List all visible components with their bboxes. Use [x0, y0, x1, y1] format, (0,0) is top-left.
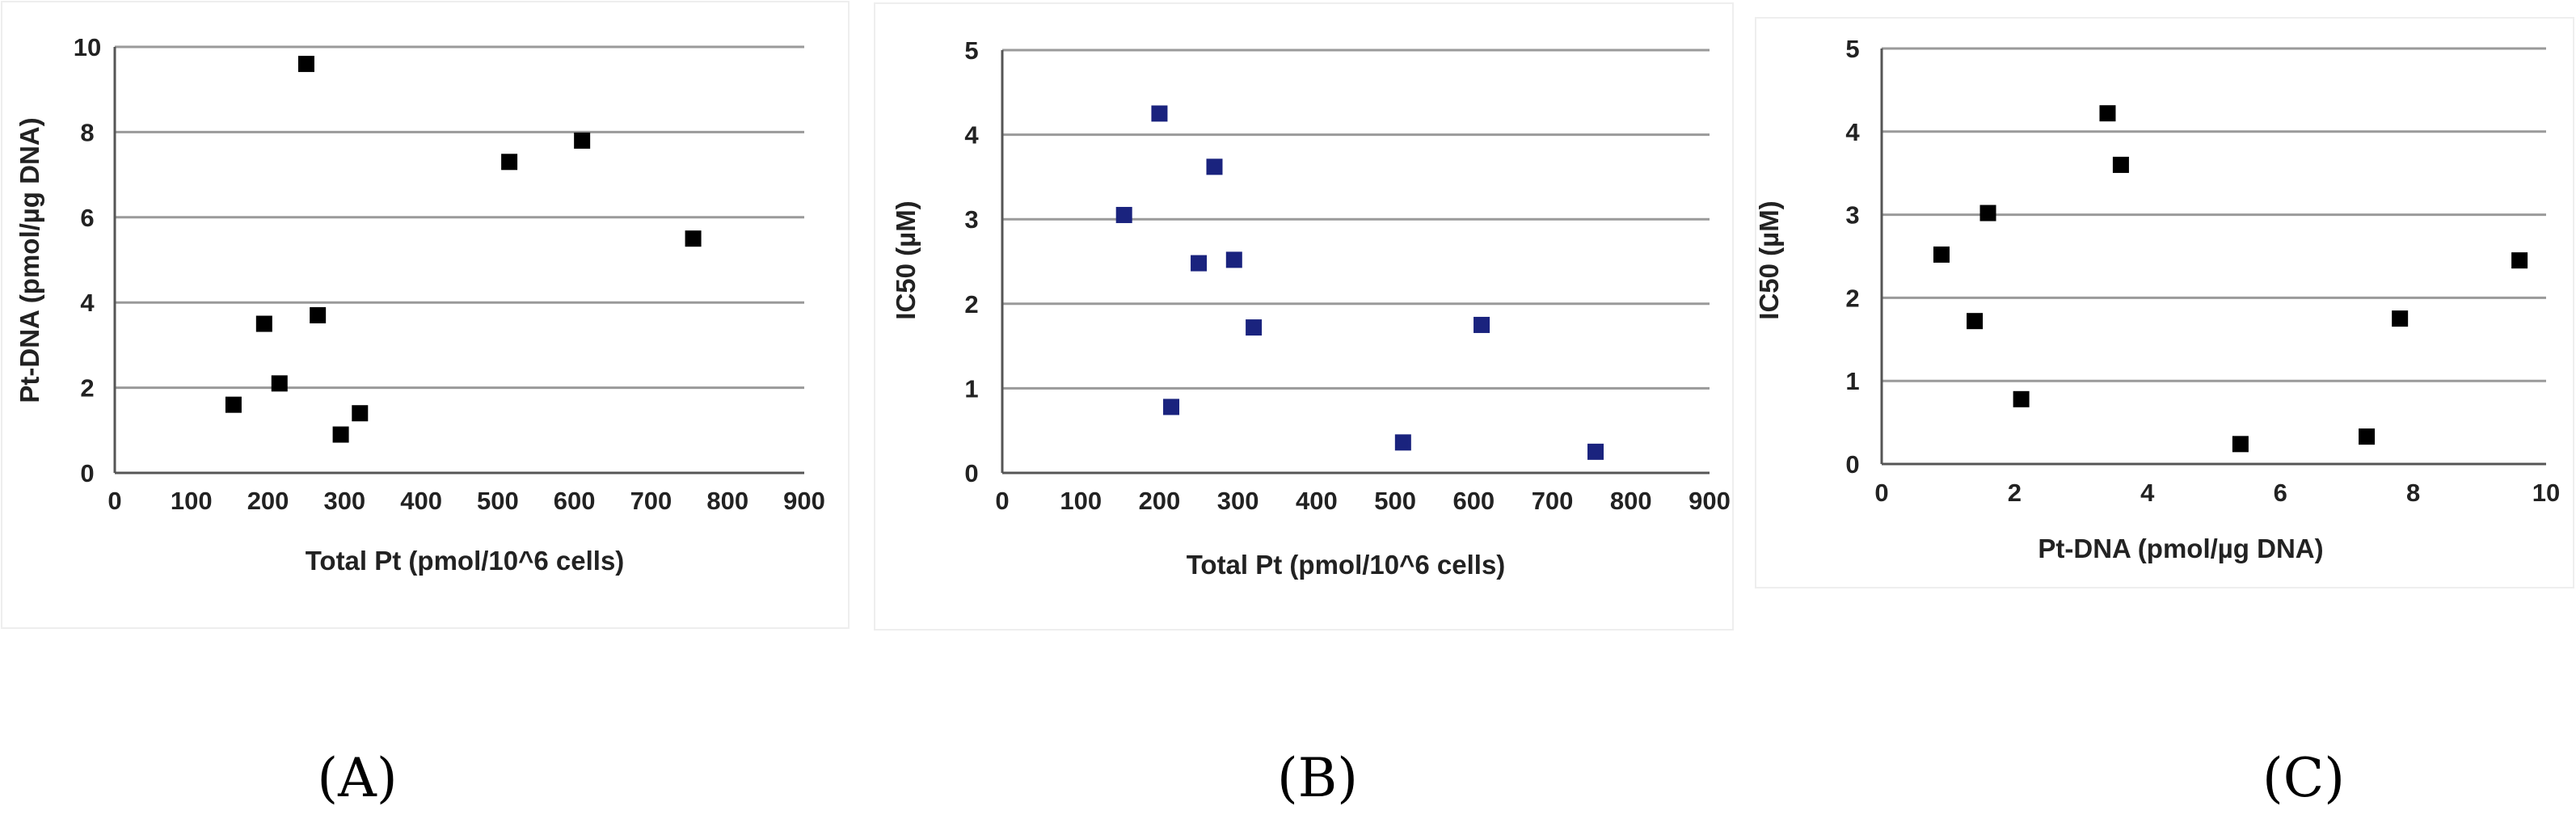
data-point — [2392, 310, 2409, 327]
x-tick-label: 600 — [554, 487, 596, 515]
y-tick-label: 2 — [964, 290, 978, 318]
data-point — [352, 405, 369, 422]
x-tick-label: 8 — [2406, 479, 2420, 507]
y-tick-label: 8 — [80, 118, 94, 146]
x-tick-label: 500 — [1374, 487, 1416, 515]
x-tick-label: 500 — [477, 487, 519, 515]
data-point — [255, 315, 272, 332]
y-tick-label: 4 — [964, 121, 979, 150]
y-tick-label: 5 — [964, 36, 978, 65]
y-tick-label: 3 — [964, 205, 978, 234]
y-tick-label: 10 — [74, 33, 101, 61]
data-point — [1394, 434, 1411, 451]
data-point — [1191, 255, 1208, 272]
y-tick-label: 6 — [80, 204, 94, 232]
x-tick-label: 700 — [630, 487, 672, 515]
x-tick-label: 900 — [1689, 487, 1731, 515]
data-point — [2013, 390, 2030, 407]
data-point — [310, 307, 327, 324]
x-axis-title: Pt-DNA (pmol/µg DNA) — [2038, 534, 2323, 563]
chart-panel-b: 0 1 2 3 4 5 0 100 200 300 400 500 600 700 800 900 Total … — [891, 36, 1731, 580]
panel-label-a: (A) — [317, 747, 397, 809]
x-tick-label: 400 — [1296, 487, 1338, 515]
y-tick-label: 4 — [1845, 118, 1860, 146]
x-tick-label: 400 — [400, 487, 442, 515]
data-point — [1474, 316, 1490, 333]
x-tick-label: 100 — [171, 487, 213, 515]
x-tick-label: 2 — [2008, 479, 2022, 507]
y-tick-label: 1 — [1845, 367, 1859, 395]
x-tick-label: 0 — [995, 487, 1009, 515]
data-point — [2511, 252, 2528, 269]
data-point — [1225, 251, 1242, 268]
panel-b-frame — [874, 2, 1734, 631]
data-point — [1115, 206, 1132, 223]
data-point — [574, 132, 591, 149]
data-point — [501, 154, 518, 171]
panel-label-b: (B) — [1277, 747, 1358, 809]
x-tick-label: 4 — [2140, 479, 2155, 507]
data-point — [271, 375, 288, 392]
y-tick-label: 0 — [80, 459, 94, 487]
data-point — [1206, 158, 1223, 175]
data-point — [297, 56, 314, 73]
x-tick-label: 6 — [2274, 479, 2287, 507]
x-tick-label: 700 — [1532, 487, 1574, 515]
y-tick-label: 2 — [80, 374, 94, 403]
y-tick-label: 5 — [1845, 35, 1859, 63]
data-point — [2359, 428, 2376, 445]
x-axis-title: Total Pt (pmol/10^6 cells) — [1187, 550, 1506, 580]
data-point — [1163, 399, 1180, 416]
x-axis-title: Total Pt (pmol/10^6 cells) — [306, 546, 625, 576]
data-point — [1246, 319, 1263, 336]
x-tick-label: 300 — [1217, 487, 1259, 515]
y-tick-label: 0 — [964, 459, 978, 487]
panel-label-c: (C) — [2262, 747, 2345, 809]
data-point — [2232, 436, 2249, 453]
data-point — [2112, 156, 2129, 173]
y-axis-title: Pt-DNA (pmol/µg DNA) — [15, 117, 44, 403]
chart-panel-c: 0 1 2 3 4 5 0 2 4 6 8 10 Pt-DNA (pmol/µg DNA) IC50 (µ… — [1754, 35, 2560, 563]
y-tick-label: 1 — [964, 374, 978, 403]
x-tick-label: 10 — [2532, 479, 2560, 507]
x-tick-label: 800 — [706, 487, 748, 515]
data-point — [685, 230, 702, 247]
data-point — [1979, 205, 1996, 221]
data-point — [2099, 105, 2116, 122]
x-tick-label: 200 — [247, 487, 289, 515]
y-tick-label: 0 — [1845, 450, 1859, 479]
x-tick-label: 600 — [1452, 487, 1495, 515]
data-point — [225, 396, 242, 413]
y-axis-title: IC50 (µM) — [1754, 200, 1784, 319]
y-tick-label: 2 — [1845, 284, 1859, 312]
y-tick-label: 4 — [80, 289, 95, 317]
x-tick-label: 0 — [1874, 479, 1888, 507]
data-point — [332, 426, 349, 443]
x-tick-label: 900 — [783, 487, 825, 515]
y-tick-label: 3 — [1845, 201, 1859, 230]
x-tick-label: 100 — [1060, 487, 1102, 515]
panel-a-frame — [1, 1, 850, 629]
panel-c-frame — [1755, 17, 2574, 588]
x-tick-label: 200 — [1139, 487, 1181, 515]
data-point — [1933, 246, 1950, 263]
data-point — [1967, 313, 1984, 330]
x-tick-label: 0 — [108, 487, 121, 515]
x-tick-label: 800 — [1610, 487, 1652, 515]
data-point — [1151, 105, 1168, 122]
y-axis-title: IC50 (µM) — [891, 200, 921, 319]
x-tick-label: 300 — [323, 487, 365, 515]
data-point — [1587, 443, 1604, 460]
